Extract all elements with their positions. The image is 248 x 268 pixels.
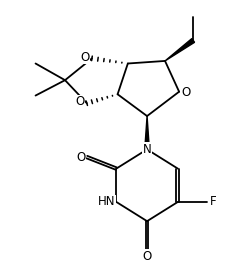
Text: F: F bbox=[210, 195, 216, 209]
Text: N: N bbox=[143, 143, 152, 156]
Text: O: O bbox=[75, 95, 84, 109]
Text: O: O bbox=[182, 87, 191, 99]
Polygon shape bbox=[145, 116, 149, 149]
Text: O: O bbox=[142, 250, 152, 263]
Polygon shape bbox=[165, 39, 195, 61]
Text: O: O bbox=[80, 51, 89, 64]
Text: O: O bbox=[77, 151, 86, 163]
Text: HN: HN bbox=[98, 195, 115, 209]
